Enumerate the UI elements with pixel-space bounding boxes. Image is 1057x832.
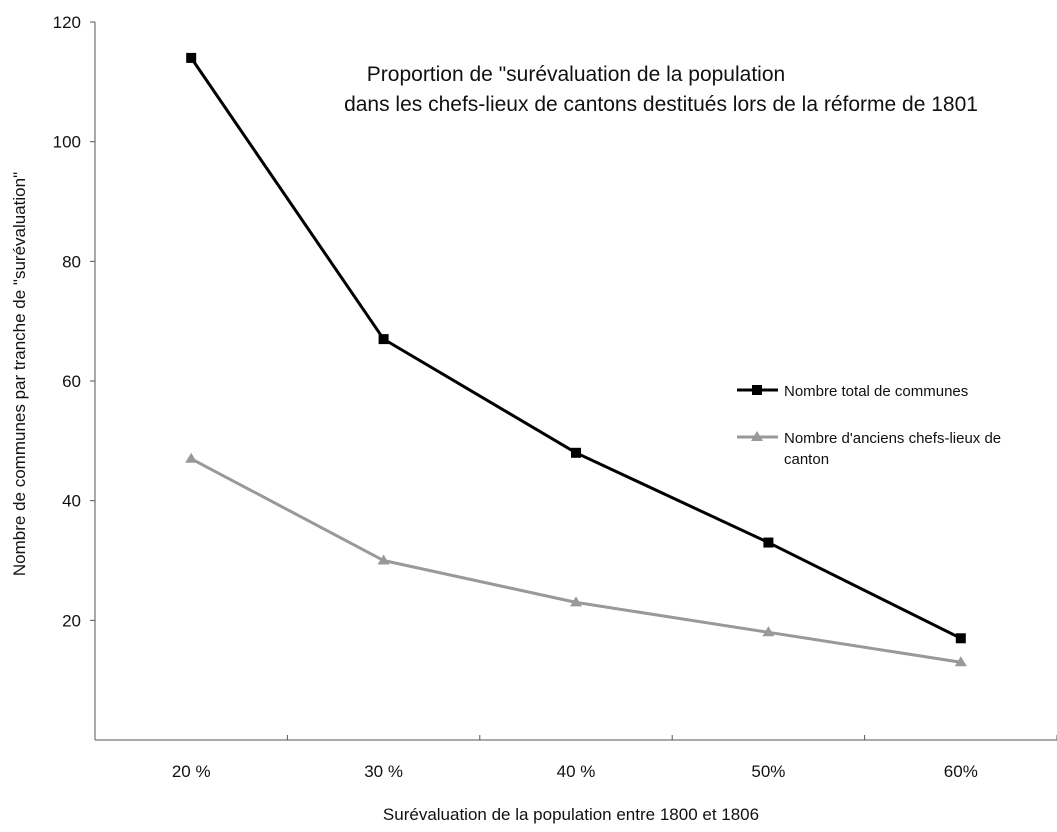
data-point bbox=[377, 554, 390, 565]
legend-swatch-marker bbox=[752, 385, 762, 395]
y-tick-label: 40 bbox=[62, 492, 81, 511]
data-point bbox=[186, 52, 197, 63]
legend-item: Nombre d'anciens chefs-lieux de canton bbox=[737, 430, 1001, 468]
data-point bbox=[762, 626, 775, 637]
y-tick-label: 20 bbox=[62, 611, 81, 630]
data-point bbox=[378, 334, 389, 345]
legend-label: canton bbox=[784, 451, 829, 468]
series-layer bbox=[185, 52, 967, 667]
data-point bbox=[763, 537, 774, 548]
data-point bbox=[570, 596, 582, 607]
y-tick-label: 60 bbox=[62, 372, 81, 391]
x-tick-label: 30 % bbox=[364, 762, 403, 781]
x-tick-label: 40 % bbox=[557, 762, 596, 781]
x-tick-label: 20 % bbox=[172, 762, 211, 781]
data-point bbox=[185, 452, 198, 463]
data-point bbox=[955, 633, 966, 644]
series-2 bbox=[185, 452, 967, 667]
x-axis-title: Surévaluation de la population entre 180… bbox=[383, 805, 759, 824]
data-point bbox=[571, 447, 581, 458]
x-tick-label: 60% bbox=[944, 762, 978, 781]
series-line bbox=[190, 457, 962, 664]
chart-title-line-1: Proportion de "surévaluation de la popul… bbox=[367, 63, 785, 86]
y-tick-label: 100 bbox=[53, 133, 81, 152]
legend: Nombre total de communes Nombre d'anciens… bbox=[737, 383, 1001, 468]
y-axis-ticks: 20 40 60 80 100 120 bbox=[53, 13, 95, 630]
chart-title-line-2: dans les chefs-lieux de cantons destitué… bbox=[344, 93, 978, 116]
legend-label: Nombre total de communes bbox=[784, 383, 968, 400]
series-1 bbox=[186, 52, 966, 644]
x-tick-label: 50% bbox=[751, 762, 785, 781]
y-tick-label: 120 bbox=[53, 13, 81, 32]
data-point bbox=[954, 656, 967, 667]
x-axis-ticks: 20 % 30 % 40 % 50% 60% bbox=[172, 735, 1057, 781]
series-line bbox=[189, 57, 962, 640]
y-axis-title: Nombre de communes par tranche de "surév… bbox=[10, 172, 29, 576]
legend-item: Nombre total de communes bbox=[737, 383, 968, 400]
legend-swatch-marker bbox=[751, 431, 763, 441]
legend-label: Nombre d'anciens chefs-lieux de bbox=[784, 430, 1001, 447]
y-tick-label: 80 bbox=[62, 252, 81, 271]
chart-title: Proportion de "surévaluation de la popul… bbox=[344, 63, 978, 116]
